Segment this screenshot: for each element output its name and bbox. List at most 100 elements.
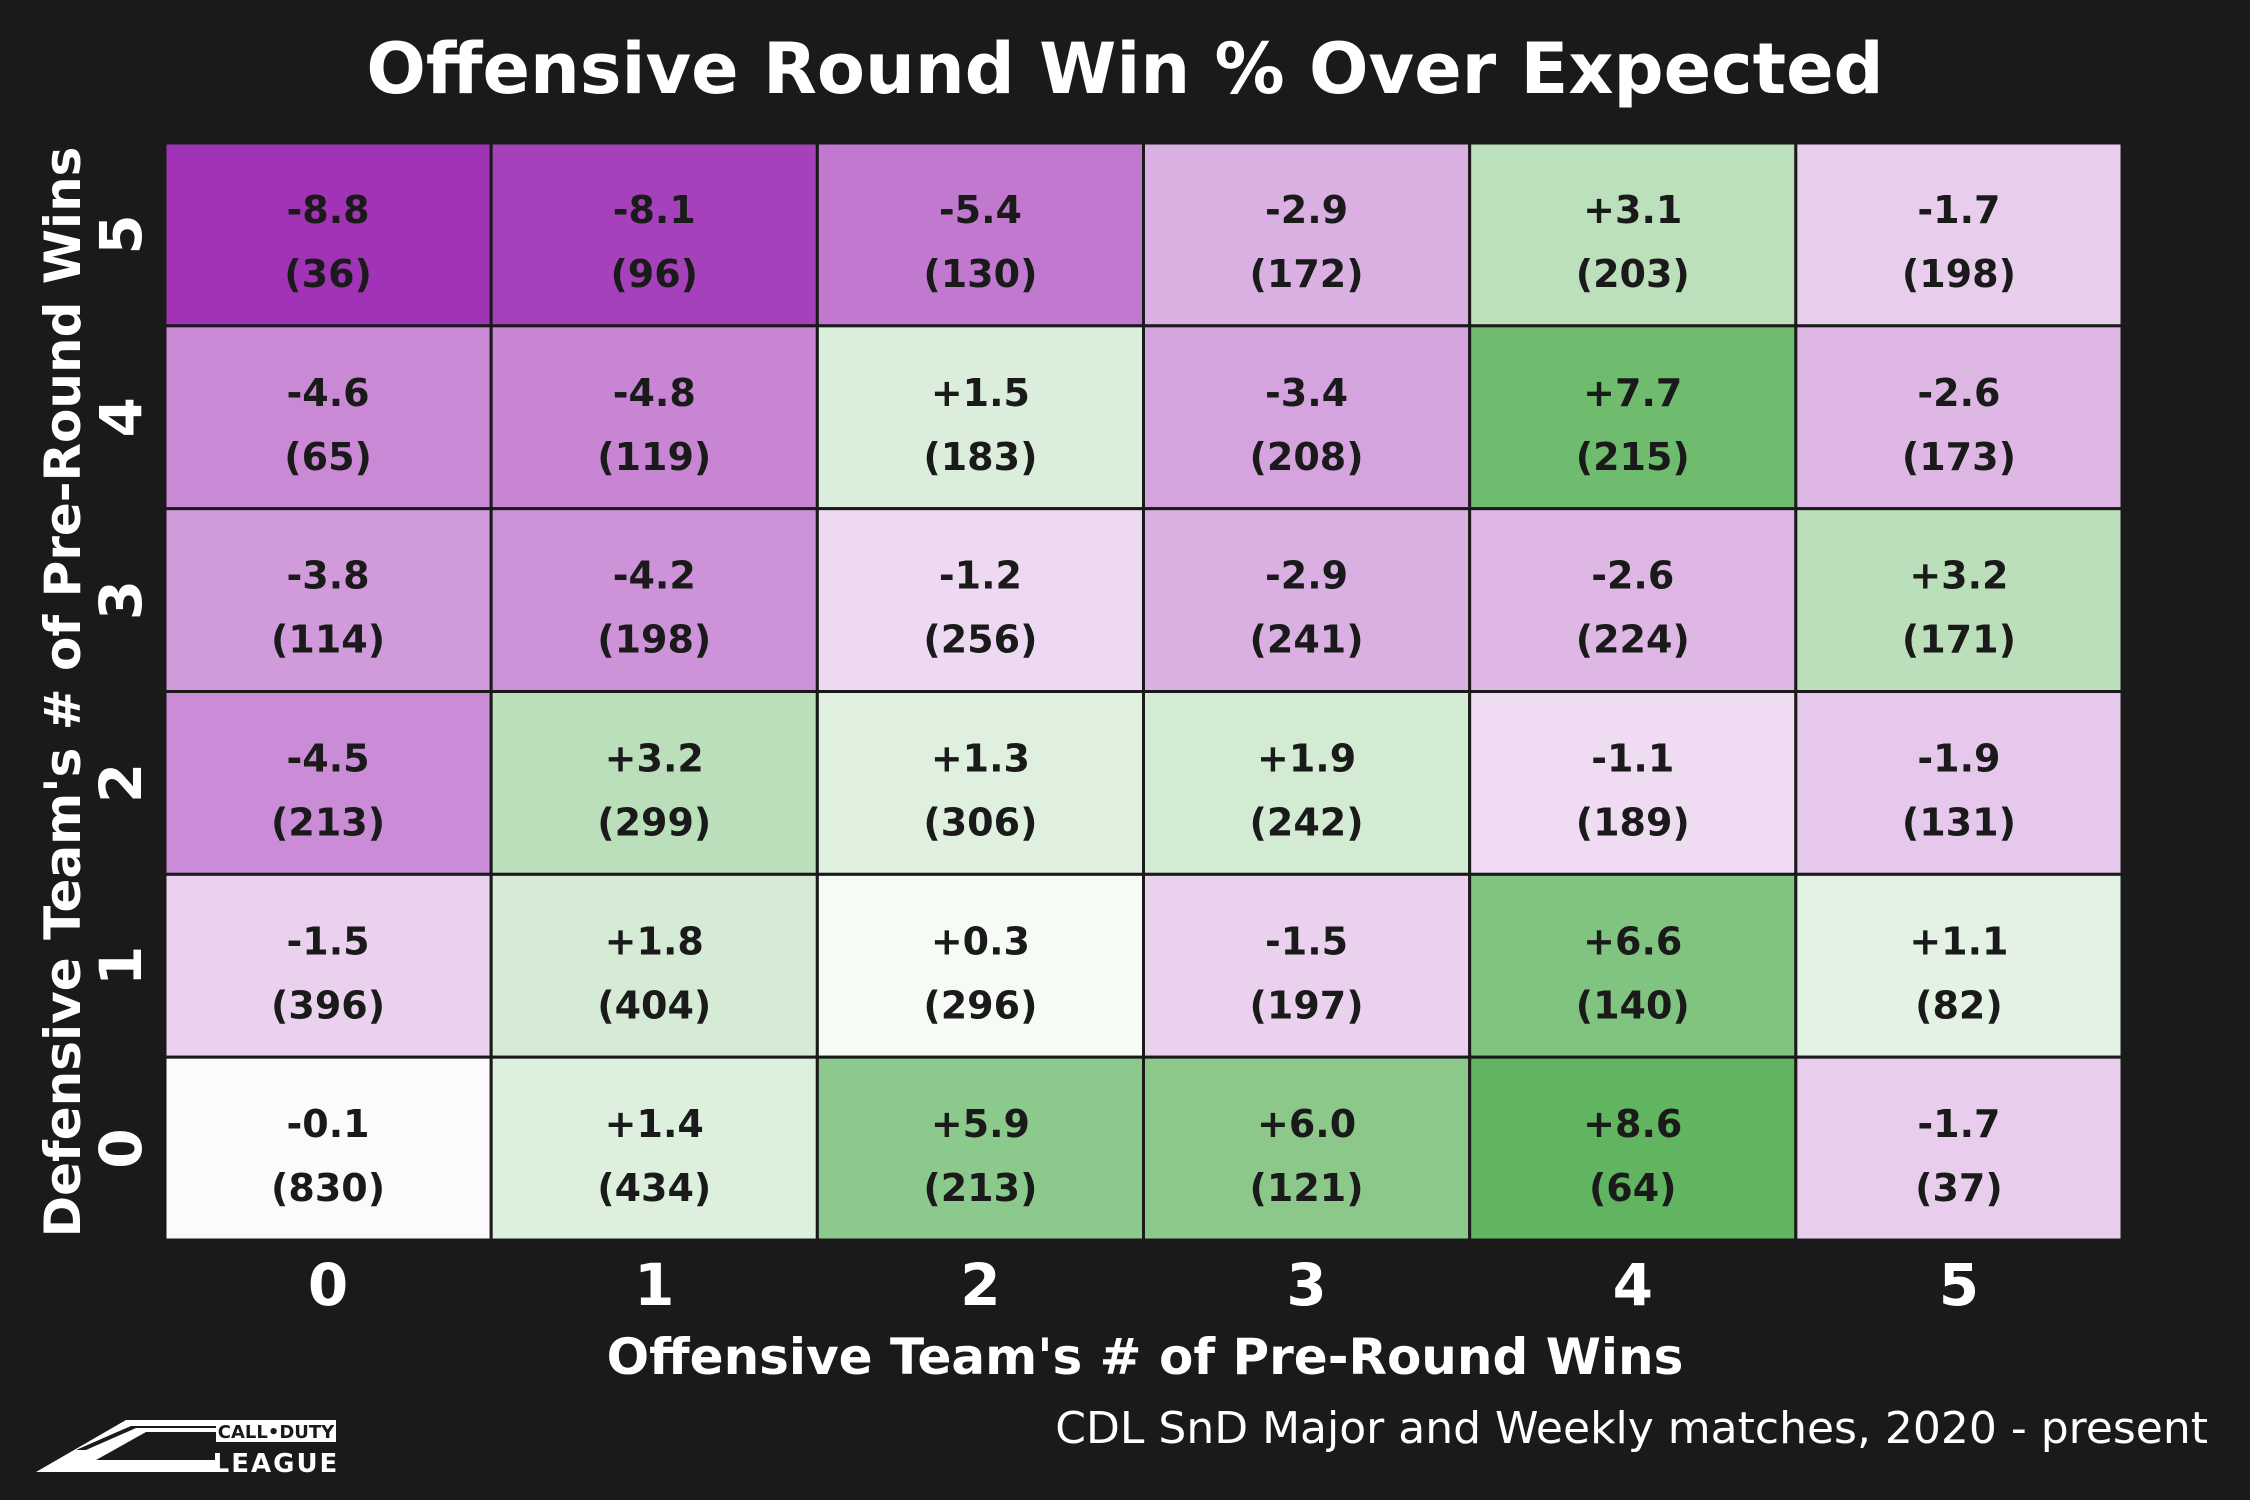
- cell-value-label: -1.1: [1591, 736, 1674, 780]
- heatmap-cell: [815, 690, 1145, 876]
- heatmap-cell: [1794, 872, 2124, 1059]
- cell-count-label: (172): [1250, 252, 1364, 296]
- x-tick-label: 5: [1939, 1251, 1979, 1319]
- cell-count-label: (242): [1250, 800, 1364, 844]
- cell-value-label: +6.6: [1583, 919, 1682, 963]
- cell-value-label: +7.7: [1583, 371, 1682, 415]
- cell-count-label: (197): [1250, 983, 1364, 1027]
- cell-count-label: (64): [1589, 1166, 1677, 1210]
- cell-count-label: (306): [923, 800, 1037, 844]
- y-tick-label: 0: [87, 1128, 155, 1168]
- cell-value-label: -1.7: [1917, 188, 2000, 232]
- x-tick-label: 3: [1286, 1251, 1326, 1319]
- y-tick-label: 3: [87, 580, 155, 620]
- cell-count-label: (396): [271, 983, 385, 1027]
- cell-count-label: (203): [1576, 252, 1690, 296]
- cell-value-label: +1.3: [931, 736, 1030, 780]
- cell-count-label: (82): [1915, 983, 2003, 1027]
- cell-count-label: (130): [923, 252, 1037, 296]
- cell-value-label: +3.2: [605, 736, 704, 780]
- cell-count-label: (121): [1250, 1166, 1364, 1210]
- cell-count-label: (830): [271, 1166, 385, 1210]
- heatmap-cell: [1142, 690, 1472, 876]
- heatmap-cell: [1468, 872, 1798, 1059]
- cell-value-label: -0.1: [287, 1102, 370, 1146]
- cell-value-label: -3.4: [1265, 371, 1348, 415]
- cell-value-label: +6.0: [1257, 1102, 1356, 1146]
- cell-count-label: (36): [284, 252, 372, 296]
- cell-count-label: (256): [923, 618, 1037, 662]
- cell-value-label: -2.6: [1917, 371, 2000, 415]
- x-tick-label: 4: [1613, 1251, 1653, 1319]
- cell-count-label: (299): [597, 800, 711, 844]
- cell-value-label: -2.6: [1591, 554, 1674, 598]
- cell-count-label: (37): [1915, 1166, 2003, 1210]
- heatmap-cell: [815, 324, 1145, 511]
- cell-value-label: -1.2: [939, 554, 1022, 598]
- logo-line-2: LEAGUE: [213, 1449, 340, 1479]
- cell-value-label: -4.6: [287, 371, 370, 415]
- heatmap-cell: [1142, 507, 1472, 693]
- x-tick-label: 0: [308, 1251, 348, 1319]
- heatmap-cell: [1794, 1055, 2124, 1242]
- cell-value-label: -1.5: [1265, 919, 1348, 963]
- cell-value-label: -1.7: [1917, 1102, 2000, 1146]
- cell-count-label: (198): [597, 618, 711, 662]
- heatmap-cell: [1468, 507, 1798, 693]
- cell-count-label: (208): [1250, 435, 1364, 479]
- cell-value-label: -4.5: [287, 736, 370, 780]
- cell-count-label: (213): [923, 1166, 1037, 1210]
- cell-value-label: +1.8: [605, 919, 704, 963]
- x-axis-label: Offensive Team's # of Pre-Round Wins: [607, 1328, 1684, 1386]
- y-tick-label: 2: [87, 763, 155, 803]
- heatmap-cell: [815, 507, 1145, 693]
- cell-value-label: -1.9: [1917, 736, 2000, 780]
- heatmap-cells: -8.8 (36) -8.1 (96) -5.4 (130) -2.9 (172) +3.1 (2…: [163, 141, 2124, 1242]
- cell-count-label: (241): [1250, 618, 1364, 662]
- heatmap-cell: [1142, 1055, 1472, 1242]
- heatmap-cell: [1142, 141, 1472, 328]
- y-axis-ticks: 5 4 3 2 1 0: [87, 214, 155, 1169]
- cell-count-label: (224): [1576, 618, 1690, 662]
- heatmap-cell: [815, 141, 1145, 328]
- heatmap-cell: [1468, 141, 1798, 328]
- cell-value-label: -8.8: [287, 188, 370, 232]
- heatmap-cell: [1794, 324, 2124, 511]
- cell-value-label: -2.9: [1265, 188, 1348, 232]
- cell-count-label: (119): [597, 435, 711, 479]
- cell-count-label: (173): [1902, 435, 2016, 479]
- y-axis-label: Defensive Team's # of Pre-Round Wins: [34, 147, 92, 1238]
- y-tick-label: 5: [87, 214, 155, 254]
- heatmap-cell: [489, 141, 819, 328]
- heatmap-cell: [1468, 1055, 1798, 1242]
- logo-line-1: CALL•DUTY: [218, 1422, 335, 1443]
- heatmap-cell: [1468, 690, 1798, 876]
- heatmap-cell: [1468, 324, 1798, 511]
- cell-value-label: -4.2: [613, 554, 696, 598]
- cell-value-label: +1.4: [605, 1102, 704, 1146]
- chart-title: Offensive Round Win % Over Expected: [366, 28, 1884, 110]
- x-axis-ticks: 0 1 2 3 4 5: [308, 1251, 1979, 1319]
- footnote: CDL SnD Major and Weekly matches, 2020 -…: [1055, 1403, 2208, 1454]
- heatmap-cell: [1142, 872, 1472, 1059]
- y-tick-label: 4: [87, 397, 155, 437]
- heatmap-cell: [489, 1055, 819, 1242]
- heatmap-cell: [163, 872, 493, 1059]
- cell-count-label: (213): [271, 800, 385, 844]
- cell-value-label: +5.9: [931, 1102, 1030, 1146]
- heatmap-cell: [489, 690, 819, 876]
- cell-count-label: (96): [610, 252, 698, 296]
- cell-count-label: (114): [271, 618, 385, 662]
- cell-value-label: -3.8: [287, 554, 370, 598]
- cell-value-label: +3.2: [1909, 554, 2008, 598]
- heatmap-cell: [163, 507, 493, 693]
- cell-value-label: -2.9: [1265, 554, 1348, 598]
- x-tick-label: 1: [634, 1251, 674, 1319]
- y-tick-label: 1: [87, 946, 155, 986]
- cell-value-label: +1.9: [1257, 736, 1356, 780]
- heatmap-cell: [163, 1055, 493, 1242]
- cell-value-label: -1.5: [287, 919, 370, 963]
- heatmap-cell: [815, 1055, 1145, 1242]
- cell-count-label: (404): [597, 983, 711, 1027]
